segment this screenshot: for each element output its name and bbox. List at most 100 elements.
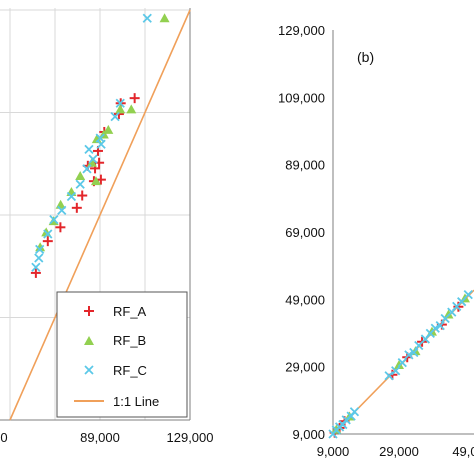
panel-b-point-rf-c bbox=[349, 407, 360, 417]
legend-label-one-to-one-line: 1:1 Line bbox=[113, 394, 159, 409]
panel-b-point-rf-c-d2 bbox=[463, 289, 473, 300]
panel-a-point-rf-a bbox=[129, 93, 140, 104]
panel-b-x-tick-label: 9,000 bbox=[317, 444, 350, 459]
panel-a: 0 89,000 129,000 RF_A RF_B RF_C 1:1 Line bbox=[0, 8, 214, 445]
panel-b-y-tick-label: 129,000 bbox=[278, 23, 325, 38]
panel-a-point-rf-a bbox=[77, 190, 88, 201]
legend-label-rf-a: RF_A bbox=[113, 304, 147, 319]
panel-a-point-rf-b bbox=[66, 186, 77, 196]
panel-a-point-rf-b bbox=[115, 104, 126, 114]
panel-a-point-rf-c-d2 bbox=[57, 205, 67, 216]
panel-a-point-rf-c-d2 bbox=[96, 139, 106, 149]
panel-a-point-rf-c bbox=[49, 214, 59, 225]
legend-plus-marker bbox=[84, 306, 94, 316]
panel-b: (b) 129,000 109,000 89,000 69,000 49,000 29,0… bbox=[278, 23, 474, 459]
panel-a-point-rf-c bbox=[66, 191, 77, 202]
panel-a-x-tick-label: 129,000 bbox=[167, 430, 214, 445]
panel-a-point-rf-a bbox=[55, 222, 66, 233]
legend: RF_A RF_B RF_C 1:1 Line bbox=[56, 291, 188, 418]
panel-a-point-rf-a bbox=[30, 267, 41, 278]
panel-a-point-rf-a bbox=[71, 202, 82, 213]
panel-b-y-tick-label: 29,000 bbox=[285, 360, 325, 375]
panel-a-point-rf-c-d2 bbox=[66, 191, 77, 202]
panel-b-point-rf-c-d2 bbox=[349, 407, 360, 417]
panel-b-point-rf-c-d2 bbox=[338, 419, 348, 430]
panel-b-point-rf-c bbox=[384, 371, 394, 381]
panel-a-point-rf-c bbox=[34, 253, 44, 263]
panel-b-point-rf-c-d2 bbox=[457, 297, 467, 307]
panel-a-point-rf-c-d2 bbox=[49, 214, 59, 225]
panel-a-point-rf-b bbox=[91, 134, 102, 144]
panel-b-y-tick-label: 9,000 bbox=[292, 427, 325, 442]
panel-a-point-rf-c bbox=[84, 144, 94, 155]
panel-b-y-tick-label: 49,000 bbox=[285, 292, 325, 307]
legend-triangle-marker bbox=[84, 336, 94, 345]
panel-a-point-rf-c-d2 bbox=[84, 144, 94, 155]
panel-a-point-rf-c-d2 bbox=[34, 253, 44, 263]
panel-b-point-rf-c bbox=[338, 419, 348, 430]
panel-a-point-rf-c bbox=[115, 98, 125, 108]
panel-b-point-rf-c bbox=[430, 323, 440, 333]
legend-x-marker bbox=[84, 365, 94, 375]
panel-a-x-tick-labels: 0 89,000 129,000 bbox=[0, 430, 213, 445]
panel-b-point-rf-c-d2 bbox=[435, 320, 445, 331]
panel-b-point-rf-c bbox=[409, 347, 419, 358]
panel-a-point-rf-c-d2 bbox=[31, 262, 41, 272]
panel-a-point-rf-c bbox=[75, 179, 85, 189]
panel-b-point-rf-c bbox=[404, 350, 414, 360]
panel-b-point-rf-c bbox=[463, 289, 473, 300]
panel-a-point-rf-c-d2 bbox=[88, 154, 98, 164]
legend-item-rf-b: RF_B bbox=[84, 333, 146, 348]
panel-a-point-rf-c-d2 bbox=[43, 229, 53, 239]
panel-a-point-rf-c bbox=[43, 229, 53, 239]
panel-b-point-rf-a bbox=[453, 301, 464, 312]
panel-b-y-tick-label: 89,000 bbox=[285, 158, 325, 173]
panel-b-data-points bbox=[328, 289, 473, 439]
panel-a-point-rf-c-d2 bbox=[115, 98, 125, 108]
legend-label-rf-b: RF_B bbox=[113, 333, 146, 348]
panel-a-point-rf-c-d2 bbox=[110, 111, 120, 122]
panel-b-y-tick-labels: 129,000 109,000 89,000 69,000 49,000 29,000 9,… bbox=[278, 23, 325, 442]
panel-b-point-rf-c-d2 bbox=[409, 347, 419, 358]
panel-b-point-rf-c bbox=[397, 357, 407, 368]
panel-a-point-rf-b bbox=[103, 124, 114, 134]
legend-x-marker-d2 bbox=[84, 365, 94, 375]
panel-b-point-rf-c bbox=[457, 297, 467, 307]
panel-b-point-rf-c-d2 bbox=[397, 357, 407, 368]
panel-a-x-tick-label: 89,000 bbox=[80, 430, 120, 445]
panel-b-label: (b) bbox=[357, 49, 374, 65]
panel-a-point-rf-b bbox=[90, 176, 101, 186]
legend-marker-rf-a bbox=[84, 306, 94, 316]
panel-b-point-rf-c-d2 bbox=[384, 371, 394, 381]
panel-a-point-rf-c bbox=[35, 244, 45, 254]
panel-a-x-tick-partial: 0 bbox=[0, 430, 7, 445]
legend-box bbox=[56, 291, 188, 418]
panel-b-point-rf-c bbox=[435, 320, 445, 331]
panel-a-point-rf-c-d2 bbox=[82, 164, 92, 174]
panel-b-point-rf-c-d2 bbox=[391, 366, 401, 376]
panel-b-point-rf-b bbox=[393, 359, 404, 369]
panel-b-y-tick-label: 109,000 bbox=[278, 90, 325, 105]
panel-a-point-rf-b bbox=[35, 242, 46, 252]
panel-a-point-rf-c bbox=[31, 262, 41, 272]
panel-a-point-rf-b bbox=[159, 13, 170, 23]
panel-b-x-tick-labels: 9,000 29,000 49,0 bbox=[317, 444, 474, 459]
panel-a-point-rf-b bbox=[86, 157, 97, 167]
legend-label-rf-c: RF_C bbox=[113, 363, 147, 378]
panel-a-one-to-one-line bbox=[9, 9, 191, 421]
panel-a-point-rf-c-d2 bbox=[142, 13, 152, 23]
panel-a-point-rf-c bbox=[110, 111, 120, 122]
panel-b-y-tick-label: 69,000 bbox=[285, 225, 325, 240]
panel-a-point-rf-c-d2 bbox=[75, 179, 85, 189]
legend-item-rf-c: RF_C bbox=[84, 363, 147, 378]
panel-a-point-rf-b bbox=[75, 171, 86, 181]
panel-b-point-rf-c-d2 bbox=[404, 350, 414, 360]
panel-a-point-rf-c bbox=[96, 139, 106, 149]
panel-a-point-rf-c bbox=[88, 154, 98, 164]
panel-a-point-rf-c bbox=[142, 13, 152, 23]
panel-b-point-rf-c bbox=[391, 366, 401, 376]
panel-a-data-points bbox=[30, 13, 170, 278]
panel-a-point-rf-c bbox=[57, 205, 67, 216]
legend-marker-rf-c bbox=[84, 365, 94, 375]
